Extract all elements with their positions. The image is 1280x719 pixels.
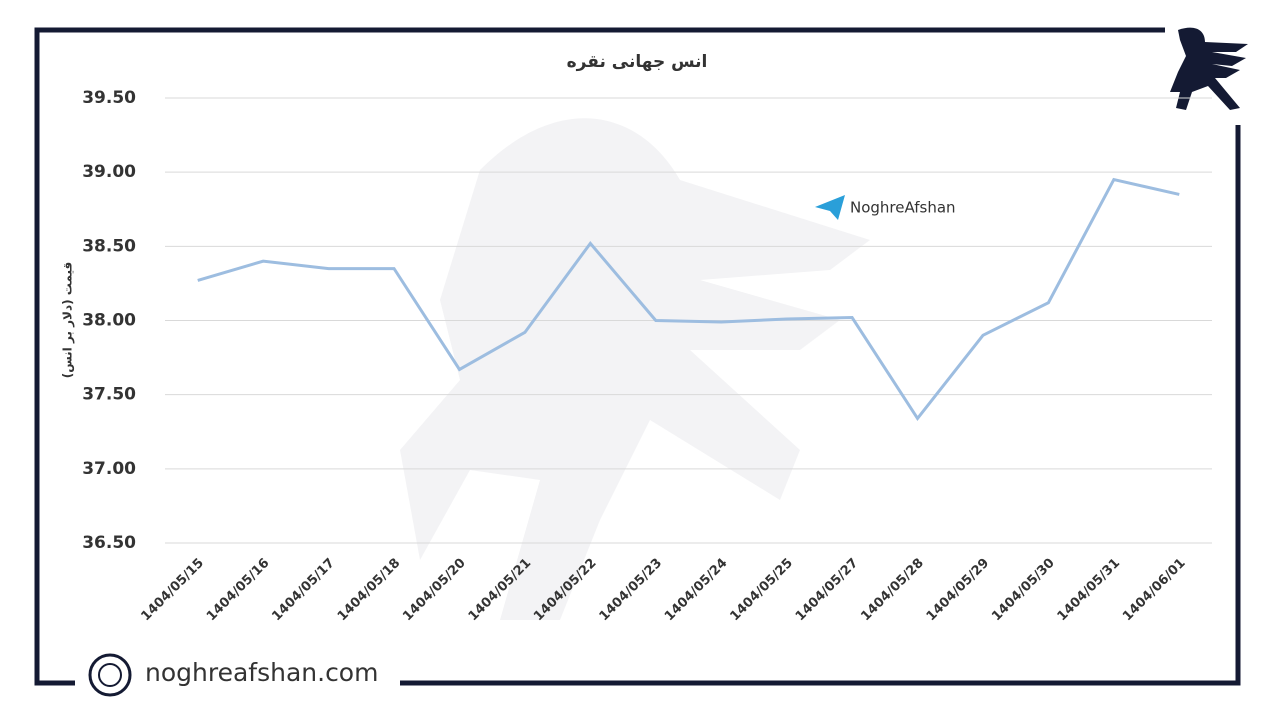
- y-tick-label: 39.50: [82, 88, 136, 108]
- globe-icon: [98, 663, 122, 687]
- telegram: NoghreAfshan: [815, 195, 956, 220]
- x-tick-label: 1404/06/01: [1120, 556, 1188, 624]
- watermark-shape: [400, 118, 870, 620]
- x-tick-label: 1404/05/28: [858, 556, 926, 624]
- telegram-label: NoghreAfshan: [850, 199, 956, 217]
- y-tick-label: 37.50: [82, 385, 136, 405]
- y-tick-label: 39.00: [82, 162, 136, 182]
- logo-mark: [1170, 27, 1248, 110]
- y-tick-label: 38.00: [82, 311, 136, 331]
- x-tick-label: 1404/05/29: [924, 556, 992, 624]
- x-tick-label: 1404/05/23: [597, 556, 665, 624]
- chart-title: انس جهانی نقره: [567, 52, 708, 72]
- x-tick-label: 1404/05/20: [400, 556, 468, 624]
- y-axis-label: قیمت (دلار بر انس): [61, 262, 75, 379]
- x-tick-label: 1404/05/18: [335, 556, 403, 624]
- frame-line: [34, 27, 1165, 686]
- x-tick-label: 1404/05/27: [793, 556, 861, 624]
- frame-line: [400, 125, 1241, 686]
- x-tick-label: 1404/05/15: [139, 556, 207, 624]
- data-line: [197, 177, 1180, 421]
- x-tick-label: 1404/05/31: [1055, 556, 1123, 624]
- y-tick-label: 38.50: [82, 236, 136, 256]
- y-tick-label: 37.00: [82, 459, 136, 479]
- y-tick-label: 36.50: [82, 533, 136, 553]
- frame: [34, 27, 1241, 686]
- telegram-icon: [815, 195, 845, 220]
- x-tick-label: 1404/05/25: [727, 556, 795, 624]
- x-tick-label: 1404/05/17: [269, 556, 337, 624]
- globe-icon: [88, 653, 132, 697]
- watermark: [400, 118, 870, 620]
- x-tick-label: 1404/05/30: [989, 556, 1057, 624]
- x-tick-label: 1404/05/16: [204, 556, 272, 624]
- website: noghreafshan.com: [88, 653, 378, 697]
- x-tick-label: 1404/05/24: [662, 556, 730, 624]
- logo: [1170, 27, 1248, 110]
- website-label[interactable]: noghreafshan.com: [145, 658, 378, 687]
